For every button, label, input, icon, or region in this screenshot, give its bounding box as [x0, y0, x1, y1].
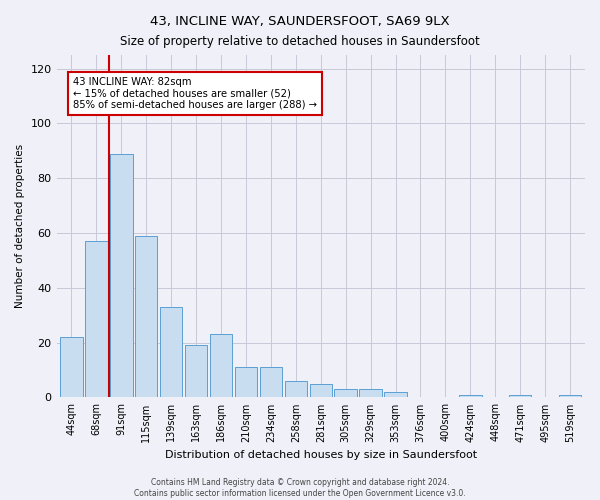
- Bar: [160, 307, 182, 398]
- Bar: [235, 368, 257, 398]
- Bar: [334, 389, 357, 398]
- X-axis label: Distribution of detached houses by size in Saundersfoot: Distribution of detached houses by size …: [165, 450, 477, 460]
- Bar: [284, 381, 307, 398]
- Bar: [110, 154, 133, 398]
- Bar: [60, 337, 83, 398]
- Bar: [210, 334, 232, 398]
- Bar: [310, 384, 332, 398]
- Bar: [385, 392, 407, 398]
- Bar: [509, 394, 532, 398]
- Bar: [185, 346, 208, 398]
- Y-axis label: Number of detached properties: Number of detached properties: [15, 144, 25, 308]
- Text: Size of property relative to detached houses in Saundersfoot: Size of property relative to detached ho…: [120, 35, 480, 48]
- Bar: [359, 389, 382, 398]
- Text: 43 INCLINE WAY: 82sqm
← 15% of detached houses are smaller (52)
85% of semi-deta: 43 INCLINE WAY: 82sqm ← 15% of detached …: [73, 77, 317, 110]
- Bar: [260, 368, 282, 398]
- Text: 43, INCLINE WAY, SAUNDERSFOOT, SA69 9LX: 43, INCLINE WAY, SAUNDERSFOOT, SA69 9LX: [150, 15, 450, 28]
- Bar: [85, 242, 107, 398]
- Bar: [559, 394, 581, 398]
- Text: Contains HM Land Registry data © Crown copyright and database right 2024.
Contai: Contains HM Land Registry data © Crown c…: [134, 478, 466, 498]
- Bar: [459, 394, 482, 398]
- Bar: [135, 236, 157, 398]
